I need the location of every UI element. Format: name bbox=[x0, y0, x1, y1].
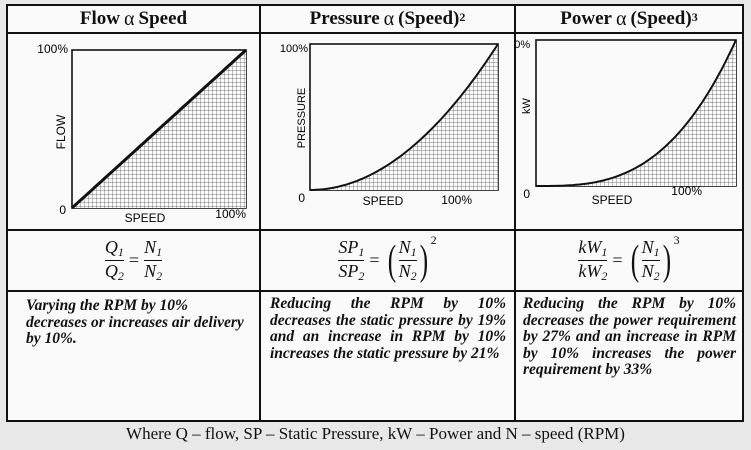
power-x-max-label: 100% bbox=[671, 184, 702, 198]
formula-sub: 1 bbox=[156, 245, 163, 260]
power-chart: 100% 0 SPEED 100% kW bbox=[516, 34, 742, 229]
power-formula: kW1 kW2 = ( N1 N2 ) 3 bbox=[516, 231, 742, 290]
header-power: Power α (Speed) 3 bbox=[516, 6, 742, 32]
formula-var: Q bbox=[104, 237, 118, 258]
row-divider bbox=[8, 32, 742, 34]
fraction-bar bbox=[398, 259, 417, 262]
header-pressure: Pressure α (Speed) 2 bbox=[261, 6, 514, 32]
header-pressure-name: Pressure bbox=[309, 8, 380, 29]
header-flow-rhs: Speed bbox=[138, 8, 188, 29]
formula-var: N bbox=[398, 261, 411, 282]
formula-var: SP bbox=[338, 237, 359, 258]
right-paren: ) bbox=[662, 237, 671, 284]
left-paren: ( bbox=[630, 237, 639, 284]
flow-y-max-label: 100% bbox=[37, 42, 68, 56]
formula-sub: 1 bbox=[117, 245, 124, 260]
power-curve bbox=[536, 39, 737, 187]
power-y-max-label: 100% bbox=[516, 39, 530, 51]
formula-var: N bbox=[641, 261, 654, 282]
power-curve-area bbox=[536, 40, 736, 186]
fraction-bar bbox=[144, 259, 163, 262]
header-pressure-rhs: (Speed) bbox=[398, 8, 460, 29]
legend-footnote: Where Q – flow, SP – Static Pressure, kW… bbox=[126, 424, 625, 443]
flow-curve bbox=[70, 48, 248, 210]
formula-sub: 1 bbox=[601, 245, 608, 260]
pressure-formula-left: SP1 SP2 bbox=[338, 237, 365, 284]
pressure-curve bbox=[310, 43, 499, 191]
pressure-y-max-label: 100% bbox=[280, 43, 308, 55]
formula-var: N bbox=[641, 237, 654, 258]
pressure-formula-right: N1 N2 bbox=[398, 237, 417, 284]
power-formula-left: kW1 kW2 bbox=[578, 237, 608, 284]
flow-y-label: FLOW bbox=[54, 114, 68, 149]
formula-var: kW bbox=[578, 237, 602, 258]
formula-var: N bbox=[398, 237, 411, 258]
left-paren: ( bbox=[387, 237, 396, 284]
formula-var: kW bbox=[578, 261, 602, 282]
column-divider bbox=[514, 6, 516, 420]
column-divider bbox=[259, 6, 261, 420]
header-power-rhs: (Speed) bbox=[630, 8, 692, 29]
pressure-origin-label: 0 bbox=[298, 191, 305, 205]
fan-laws-table: Flow α Speed Pressure α (Speed) 2 Power α… bbox=[6, 4, 744, 422]
flow-x-max-label: 100% bbox=[215, 207, 246, 221]
pressure-y-label: PRESSURE bbox=[296, 88, 308, 149]
equals-sign: = bbox=[612, 250, 623, 270]
proportional-symbol: α bbox=[124, 7, 135, 30]
proportional-symbol: α bbox=[383, 7, 395, 30]
pressure-x-label: SPEED bbox=[363, 194, 404, 208]
flow-chart: 100% 0 SPEED 100% FLOW bbox=[8, 34, 259, 229]
formula-sub: 2 bbox=[653, 269, 660, 284]
formula-sub: 2 bbox=[358, 269, 365, 284]
pressure-chart: 100% 0 SPEED 100% PRESSURE bbox=[261, 34, 514, 229]
power-chart-svg: 100% 0 SPEED 100% kW bbox=[516, 39, 737, 207]
equals-sign: = bbox=[369, 250, 380, 270]
formula-exponent: 3 bbox=[673, 233, 680, 247]
formula-var: N bbox=[144, 237, 157, 258]
flow-origin-label: 0 bbox=[59, 203, 66, 217]
header-pressure-power: 2 bbox=[459, 9, 466, 24]
formula-sub: 1 bbox=[358, 245, 365, 260]
flow-note: Varying the RPM by 10% decreases or incr… bbox=[26, 297, 244, 347]
pressure-curve-area bbox=[310, 44, 498, 190]
formula-sub: 2 bbox=[117, 269, 124, 284]
header-power-power: 3 bbox=[691, 9, 698, 24]
formula-var: Q bbox=[104, 261, 118, 282]
power-origin-label: 0 bbox=[523, 187, 530, 201]
pressure-chart-svg: 100% 0 SPEED 100% PRESSURE bbox=[280, 43, 499, 208]
equals-sign: = bbox=[128, 250, 140, 270]
fraction-bar bbox=[338, 259, 365, 262]
formula-exponent: 2 bbox=[430, 233, 437, 247]
fraction-bar bbox=[641, 259, 660, 262]
header-flow-name: Flow bbox=[79, 8, 121, 29]
power-note: Reducing the RPM by 10% decreases the po… bbox=[523, 295, 736, 378]
formula-sub: 2 bbox=[156, 269, 163, 284]
row-divider bbox=[8, 229, 742, 231]
header-flow: Flow α Speed bbox=[8, 6, 259, 32]
formula-sub: 2 bbox=[410, 269, 417, 284]
row-divider bbox=[8, 290, 742, 292]
flow-formula-right: N1 N2 bbox=[144, 237, 163, 284]
formula-var: N bbox=[144, 261, 157, 282]
fraction-bar bbox=[104, 259, 124, 262]
pressure-formula: SP1 SP2 = ( N1 N2 ) 2 bbox=[261, 231, 514, 290]
proportional-symbol: α bbox=[615, 7, 627, 30]
power-y-label: kW bbox=[521, 97, 533, 114]
pressure-x-max-label: 100% bbox=[441, 193, 472, 207]
flow-x-label: SPEED bbox=[125, 211, 166, 225]
formula-var: SP bbox=[338, 261, 359, 282]
pressure-note: Reducing the RPM by 10% decreases the st… bbox=[270, 295, 506, 362]
power-formula-right: N1 N2 bbox=[641, 237, 660, 284]
header-power-name: Power bbox=[560, 8, 612, 29]
flow-formula: Q1 Q2 = N1 N2 bbox=[8, 231, 259, 290]
formula-sub: 1 bbox=[410, 245, 417, 260]
power-x-label: SPEED bbox=[592, 193, 633, 207]
formula-sub: 2 bbox=[601, 269, 608, 284]
flow-formula-left: Q1 Q2 bbox=[104, 237, 124, 284]
fraction-bar bbox=[578, 259, 608, 262]
formula-sub: 1 bbox=[653, 245, 660, 260]
right-paren: ) bbox=[419, 237, 428, 284]
flow-chart-svg: 100% 0 SPEED 100% FLOW bbox=[37, 42, 248, 225]
